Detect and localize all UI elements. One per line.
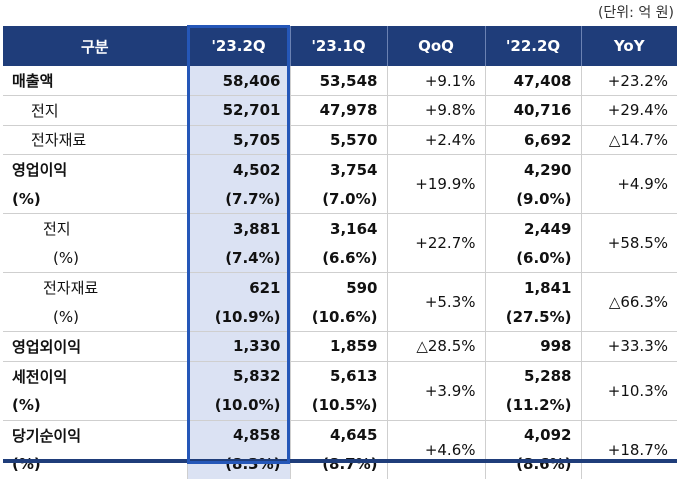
value-yoy: +33.3% [580, 331, 677, 361]
table-bottom-border [3, 459, 677, 463]
value-23-2q: 52,701 [186, 95, 290, 125]
row-sales-materials: 전자재료 5,705 5,570 +2.4% 6,692 △14.7% [3, 124, 677, 155]
value-23-1q: 1,859 [289, 331, 387, 361]
row-label: 전자재료 [3, 124, 187, 155]
row-label-pct: (%) [53, 307, 79, 326]
row-op-materials: 전자재료 621 590 +5.3% 1,841 △66.3% [3, 272, 677, 332]
value-23-2q-pct: (7.7%) [186, 184, 290, 214]
row-label-pct: (%) [53, 248, 79, 267]
earnings-table: 구분 '23.2Q '23.1Q QoQ '22.2Q YoY 매출액 58,4… [3, 26, 677, 479]
value-23-1q: 3,164 [289, 213, 387, 243]
row-op-battery: 전지 3,881 3,164 +22.7% 2,449 +58.5% [3, 213, 677, 273]
header-row: 구분 '23.2Q '23.1Q QoQ '22.2Q YoY [3, 26, 677, 66]
row-label: 전지 [3, 95, 187, 125]
value-qoq: +3.9% [386, 360, 485, 420]
header-23-1q: '23.1Q [289, 26, 387, 66]
value-23-1q-pct: (8.7%) [289, 449, 387, 479]
value-22-2q: 40,716 [484, 95, 581, 125]
value-yoy: +29.4% [580, 95, 677, 125]
value-22-2q: 4,092 [484, 419, 581, 450]
value-23-2q-pct: (7.4%) [186, 243, 290, 273]
value-qoq: +4.6% [386, 419, 485, 479]
row-net-income: 당기순이익 4,858 4,645 +4.6% 4,092 +18.7% [3, 419, 677, 479]
row-label: 영업외이익 [3, 331, 187, 361]
value-22-2q: 2,449 [484, 213, 581, 243]
value-23-2q: 4,858 [186, 419, 290, 450]
value-23-2q-pct: (8.3%) [186, 449, 290, 479]
value-22-2q-pct: (11.2%) [484, 390, 581, 420]
value-23-2q-pct: (10.9%) [186, 302, 290, 332]
value-qoq: +19.9% [386, 154, 485, 214]
row-label-pct: (%) [12, 455, 41, 474]
row-op-profit-pct: (%) (7.7%) (7.0%) (9.0%) [3, 184, 677, 214]
row-label: 당기순이익 [3, 419, 187, 450]
value-qoq: +22.7% [386, 213, 485, 273]
value-22-2q: 4,290 [484, 154, 581, 184]
value-23-1q-pct: (7.0%) [289, 184, 387, 214]
value-23-2q: 3,881 [186, 213, 290, 243]
value-yoy: △14.7% [580, 124, 677, 155]
value-23-2q: 5,705 [186, 124, 290, 155]
value-22-2q: 5,288 [484, 360, 581, 391]
value-yoy: +10.3% [580, 360, 677, 420]
value-qoq: △28.5% [386, 331, 485, 361]
value-yoy: △66.3% [580, 272, 677, 332]
value-22-2q-pct: (9.0%) [484, 184, 581, 214]
value-qoq: +2.4% [386, 124, 485, 155]
value-yoy: +18.7% [580, 419, 677, 479]
row-sales: 매출액 58,406 53,548 +9.1% 47,408 +23.2% [3, 66, 677, 96]
value-22-2q: 6,692 [484, 124, 581, 155]
value-23-2q: 1,330 [186, 331, 290, 361]
value-yoy: +23.2% [580, 66, 677, 96]
row-label: 매출액 [12, 72, 54, 90]
value-22-2q: 998 [484, 331, 581, 361]
row-label-pct: (%) [12, 189, 41, 208]
value-qoq: +9.8% [386, 95, 485, 125]
header-yoy: YoY [580, 26, 677, 66]
value-23-1q-pct: (10.5%) [289, 390, 387, 420]
row-op-profit: 영업이익 4,502 3,754 +19.9% 4,290 +4.9% [3, 154, 677, 214]
value-23-1q-pct: (10.6%) [289, 302, 387, 332]
header-22-2q: '22.2Q [484, 26, 581, 66]
value-22-2q-pct: (6.0%) [484, 243, 581, 273]
header-qoq: QoQ [386, 26, 485, 66]
row-label: 세전이익 [3, 360, 187, 391]
row-label: 전자재료 [3, 272, 187, 302]
row-net-income-pct: (%) (8.3%) (8.7%) (8.6%) [3, 449, 677, 479]
value-22-2q-pct: (8.6%) [484, 449, 581, 479]
row-pretax-pct: (%) (10.0%) (10.5%) (11.2%) [3, 390, 677, 420]
value-23-1q: 4,645 [289, 419, 387, 450]
value-23-1q: 3,754 [289, 154, 387, 184]
row-op-materials-pct: (%) (10.9%) (10.6%) (27.5%) [3, 302, 677, 332]
value-23-1q-pct: (6.6%) [289, 243, 387, 273]
value-23-1q: 53,548 [289, 66, 387, 96]
row-label: 전지 [3, 213, 187, 243]
row-pretax: 세전이익 5,832 5,613 +3.9% 5,288 +10.3% [3, 360, 677, 420]
unit-label: (단위: 억 원) [597, 5, 674, 21]
value-23-2q: 4,502 [186, 154, 290, 184]
value-qoq: +5.3% [386, 272, 485, 332]
header-category: 구분 [80, 37, 109, 56]
value-23-1q: 5,570 [289, 124, 387, 155]
value-22-2q: 47,408 [484, 66, 581, 96]
row-label: 영업이익 [3, 154, 187, 184]
value-23-1q: 47,978 [289, 95, 387, 125]
value-23-2q-pct: (10.0%) [186, 390, 290, 420]
row-op-battery-pct: (%) (7.4%) (6.6%) (6.0%) [3, 243, 677, 273]
header-23-2q: '23.2Q [186, 26, 290, 66]
row-label-pct: (%) [12, 396, 41, 414]
value-qoq: +9.1% [386, 66, 485, 96]
value-22-2q: 1,841 [484, 272, 581, 302]
value-22-2q-pct: (27.5%) [484, 302, 581, 332]
value-23-2q: 621 [186, 272, 290, 302]
value-23-2q: 58,406 [186, 66, 290, 96]
value-23-1q: 590 [289, 272, 387, 302]
value-yoy: +58.5% [580, 213, 677, 273]
row-non-op: 영업외이익 1,330 1,859 △28.5% 998 +33.3% [3, 331, 677, 361]
row-sales-battery: 전지 52,701 47,978 +9.8% 40,716 +29.4% [3, 95, 677, 125]
value-23-1q: 5,613 [289, 360, 387, 391]
value-yoy: +4.9% [580, 154, 677, 214]
value-23-2q: 5,832 [186, 360, 290, 391]
